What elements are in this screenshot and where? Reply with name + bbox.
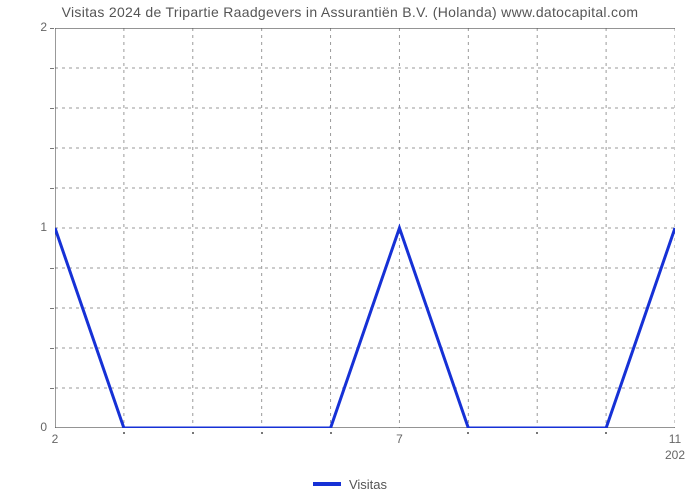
axis-tick-label: 11 bbox=[669, 432, 681, 446]
legend: Visitas bbox=[0, 474, 700, 492]
axis-minor-tick bbox=[50, 188, 54, 189]
axis-minor-tick bbox=[50, 348, 54, 349]
axis-tick-label: 0 bbox=[40, 420, 47, 434]
legend-label: Visitas bbox=[349, 477, 387, 492]
axis-minor-tick bbox=[50, 108, 54, 109]
visitas-chart: Visitas 2024 de Tripartie Raadgevers in … bbox=[0, 0, 700, 500]
axis-tick-label: 202 bbox=[665, 448, 685, 462]
axis-minor-tick bbox=[467, 432, 469, 434]
axis-tick-label: 7 bbox=[396, 432, 403, 446]
axis-minor-tick bbox=[50, 268, 54, 269]
axis-minor-tick bbox=[50, 388, 54, 389]
axis-tick-label: 2 bbox=[40, 20, 47, 34]
axis-minor-tick bbox=[50, 308, 54, 309]
axis-minor-tick bbox=[50, 28, 54, 29]
axis-minor-tick bbox=[50, 148, 54, 149]
axis-minor-tick bbox=[50, 68, 54, 69]
axis-minor-tick bbox=[536, 432, 538, 434]
chart-title: Visitas 2024 de Tripartie Raadgevers in … bbox=[0, 4, 700, 20]
axis-minor-tick bbox=[123, 432, 125, 434]
axis-minor-tick bbox=[192, 432, 194, 434]
plot-area bbox=[55, 28, 675, 428]
axis-minor-tick bbox=[330, 432, 332, 434]
legend-item-visitas: Visitas bbox=[313, 477, 387, 492]
axis-tick-label: 1 bbox=[40, 220, 47, 234]
axis-minor-tick bbox=[261, 432, 263, 434]
axis-tick-label: 2 bbox=[52, 432, 59, 446]
axis-minor-tick bbox=[605, 432, 607, 434]
legend-swatch bbox=[313, 482, 341, 486]
